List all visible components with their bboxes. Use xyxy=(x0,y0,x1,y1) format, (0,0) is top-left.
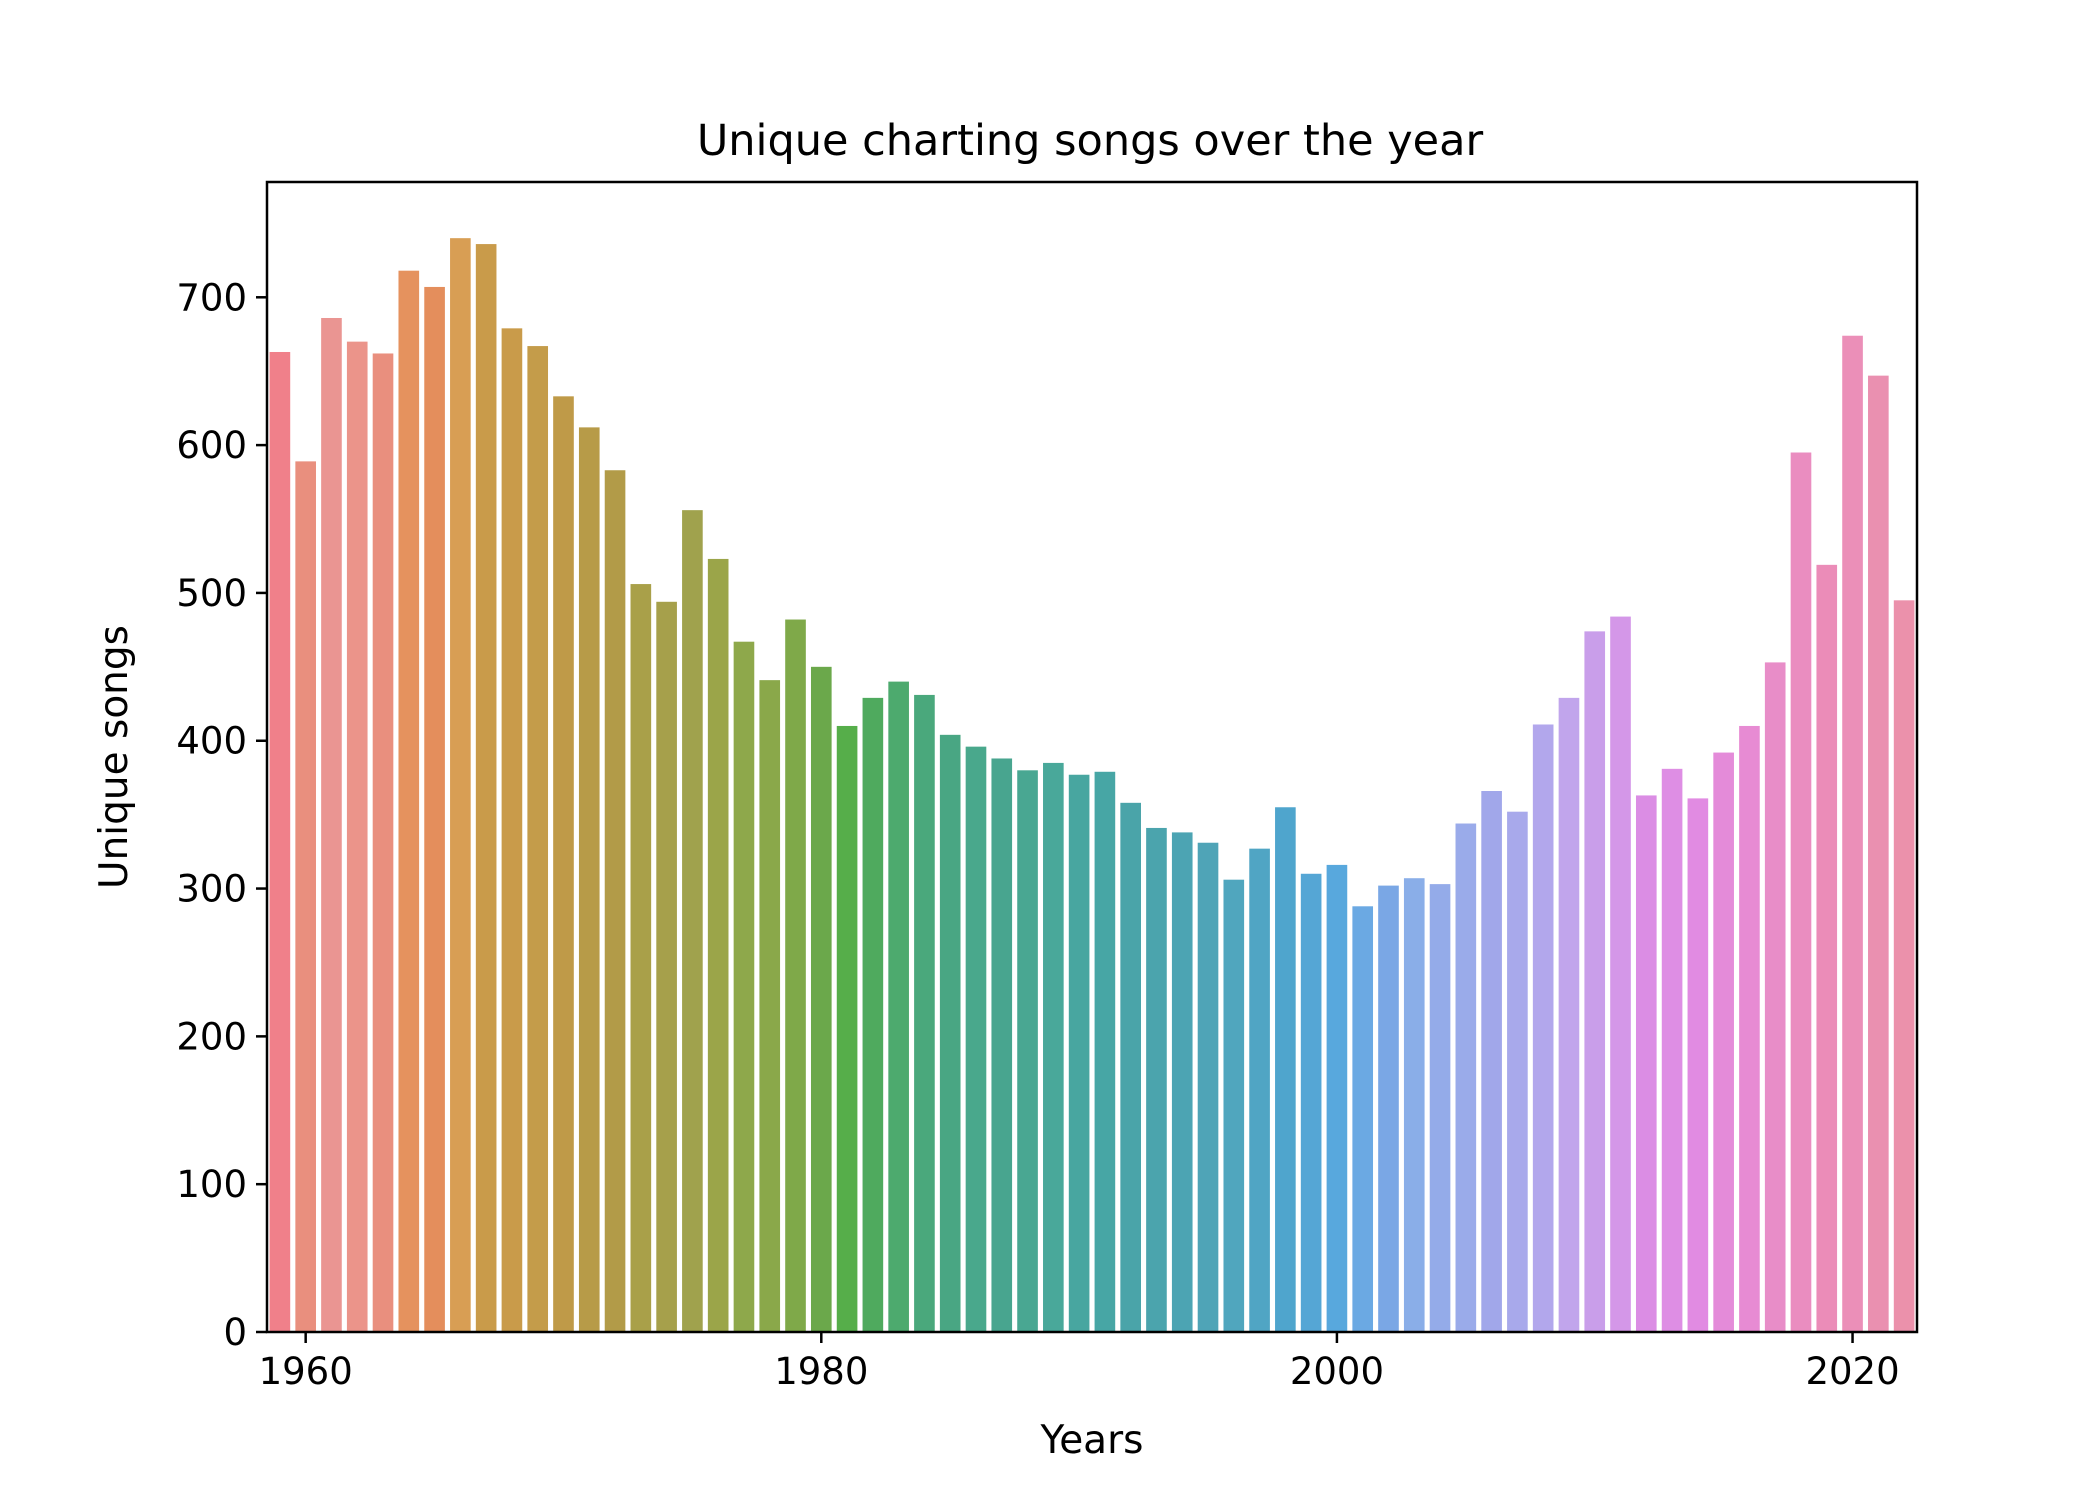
bars-group xyxy=(269,238,1915,1333)
bar-1972 xyxy=(604,470,626,1332)
y-tick-label: 200 xyxy=(176,1015,247,1058)
x-tick-label: 2000 xyxy=(1290,1350,1384,1393)
bar-1978 xyxy=(759,680,781,1332)
bar-2013 xyxy=(1661,768,1683,1332)
bar-2017 xyxy=(1764,662,1786,1332)
bar-1973 xyxy=(630,584,652,1332)
bar-1989 xyxy=(1043,762,1064,1332)
y-tick-label: 100 xyxy=(176,1163,247,1206)
bar-2005 xyxy=(1455,823,1477,1332)
y-tick-label: 300 xyxy=(176,868,247,911)
bar-1986 xyxy=(965,746,987,1332)
bar-2008 xyxy=(1532,724,1554,1332)
bar-1982 xyxy=(862,697,884,1332)
bar-2000 xyxy=(1326,864,1348,1332)
x-axis-label: Years xyxy=(1040,1418,1144,1463)
bar-1985 xyxy=(939,734,961,1332)
bar-1976 xyxy=(707,558,729,1332)
bar-1997 xyxy=(1249,848,1270,1332)
bar-1993 xyxy=(1146,827,1167,1332)
bar-2001 xyxy=(1352,906,1374,1332)
bar-1974 xyxy=(656,601,677,1332)
bar-1984 xyxy=(914,694,935,1332)
bar-2015 xyxy=(1713,752,1734,1332)
bar-2002 xyxy=(1378,885,1399,1332)
bar-1987 xyxy=(991,758,1013,1332)
y-tick-label: 400 xyxy=(176,720,247,763)
bar-2003 xyxy=(1403,878,1425,1332)
x-tick-label: 2020 xyxy=(1805,1350,1899,1393)
bar-2021 xyxy=(1868,375,1889,1332)
bar-1963 xyxy=(372,353,394,1333)
bar-2012 xyxy=(1635,795,1657,1332)
bar-1996 xyxy=(1223,879,1245,1332)
bar-1979 xyxy=(785,619,806,1332)
bar-2011 xyxy=(1610,616,1631,1332)
chart-title: Unique charting songs over the year xyxy=(697,116,1484,166)
bar-2014 xyxy=(1687,798,1709,1332)
bar-2018 xyxy=(1790,452,1812,1332)
bar-1981 xyxy=(836,725,858,1332)
bar-1968 xyxy=(501,328,523,1333)
bar-1988 xyxy=(1017,770,1038,1332)
bar-1966 xyxy=(450,238,471,1332)
y-tick-label: 0 xyxy=(223,1311,247,1354)
y-tick-label: 700 xyxy=(176,276,247,319)
x-axis-ticks: 1960 1980 2000 2020 xyxy=(259,1332,1900,1393)
bar-1990 xyxy=(1068,774,1090,1332)
bar-2006 xyxy=(1481,791,1502,1332)
bar-1991 xyxy=(1094,771,1116,1332)
bar-1994 xyxy=(1171,832,1193,1332)
bar-1970 xyxy=(553,396,574,1333)
bar-1977 xyxy=(733,641,755,1332)
x-tick-label: 1980 xyxy=(774,1350,868,1393)
y-axis-label: Unique songs xyxy=(92,625,137,889)
bar-1964 xyxy=(398,270,420,1333)
bar-2007 xyxy=(1507,811,1528,1332)
bar-1983 xyxy=(888,681,909,1332)
plot-frame xyxy=(265,180,1919,1334)
bar-1969 xyxy=(527,346,549,1332)
x-tick-label: 1960 xyxy=(259,1350,353,1393)
bar-2016 xyxy=(1739,725,1760,1332)
bar-2004 xyxy=(1429,884,1451,1332)
y-axis-ticks: 0 100 200 300 400 500 600 700 xyxy=(176,276,267,1354)
y-tick-label: 600 xyxy=(176,424,247,467)
bar-1995 xyxy=(1197,842,1219,1332)
bar-1961 xyxy=(321,317,342,1332)
bar-2020 xyxy=(1842,335,1863,1333)
bar-1975 xyxy=(682,510,703,1332)
bar-2010 xyxy=(1584,631,1606,1332)
bar-1965 xyxy=(424,286,445,1333)
bar-2009 xyxy=(1558,697,1580,1332)
bar-1962 xyxy=(346,341,368,1332)
bar-1971 xyxy=(578,427,600,1332)
bar-1998 xyxy=(1275,807,1296,1332)
bar-2019 xyxy=(1816,564,1838,1332)
bar-1960 xyxy=(295,461,316,1332)
bar-1992 xyxy=(1120,802,1141,1332)
bar-2022 xyxy=(1893,600,1915,1332)
bar-1967 xyxy=(475,244,497,1333)
y-tick-label: 500 xyxy=(176,572,247,615)
bar-1999 xyxy=(1300,873,1322,1332)
bar-1959 xyxy=(269,351,291,1332)
bar-1980 xyxy=(810,666,832,1332)
